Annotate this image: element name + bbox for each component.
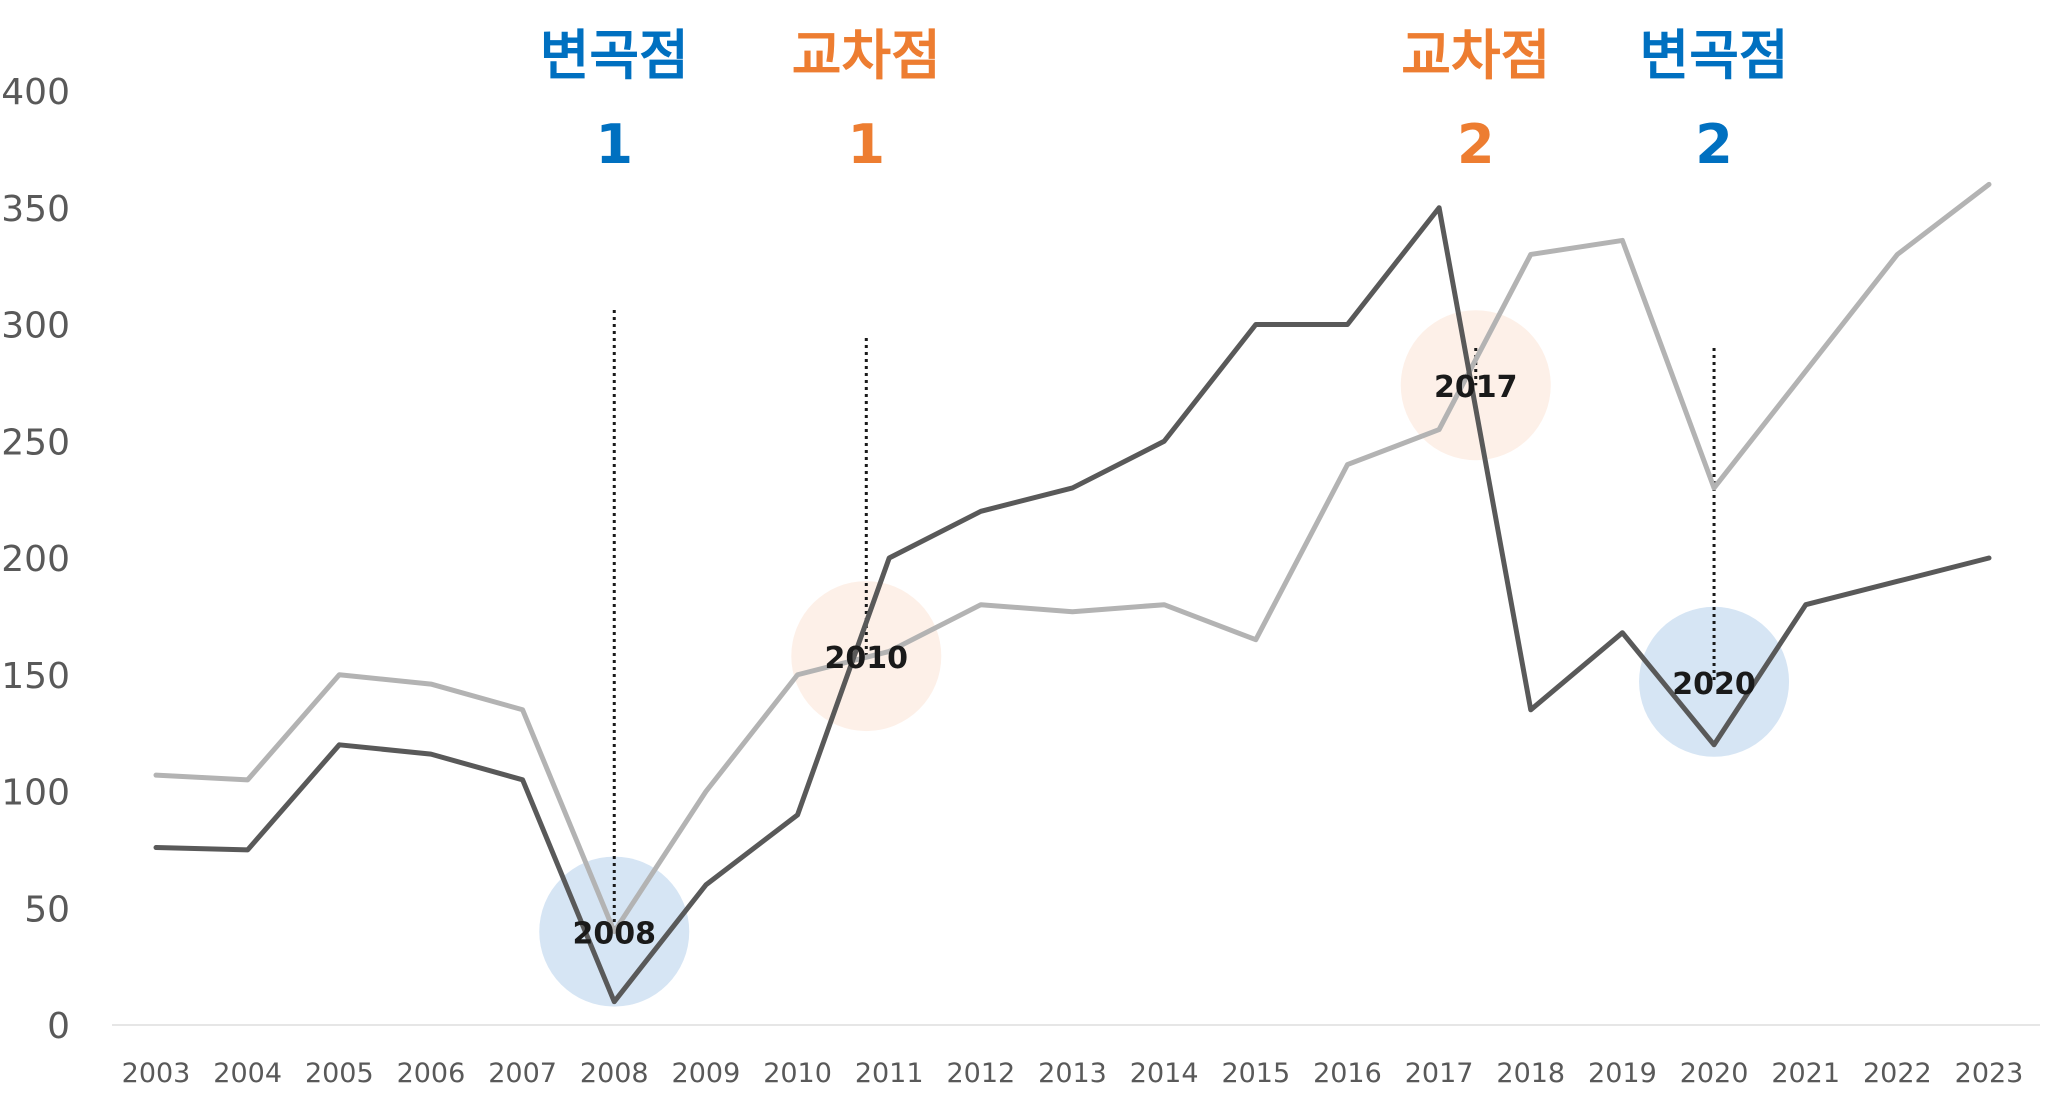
x-tick-label: 2023: [1955, 1058, 2024, 1089]
annotation-word: 변곡점: [1640, 24, 1789, 87]
circle-label-2010: 2010: [825, 641, 909, 676]
y-axis-tick-labels: 0 50 100 150 200 250 300 350 400: [1, 72, 70, 1047]
x-tick-label: 2012: [946, 1058, 1015, 1089]
x-tick-label: 2004: [213, 1058, 282, 1089]
x-tick-label: 2017: [1405, 1058, 1474, 1089]
series-lines: [153, 181, 1992, 1005]
x-tick-label: 2006: [397, 1058, 466, 1089]
series-line-1: [153, 181, 1992, 935]
x-tick-label: 2010: [763, 1058, 832, 1089]
y-tick-label: 350: [1, 189, 70, 230]
x-tick-label: 2016: [1313, 1058, 1382, 1089]
x-tick-label: 2013: [1038, 1058, 1107, 1089]
x-tick-label: 2009: [672, 1058, 741, 1089]
highlight-circles: [539, 310, 1790, 1007]
y-tick-label: 100: [1, 773, 70, 814]
x-tick-label: 2018: [1496, 1058, 1565, 1089]
x-tick-label: 2008: [580, 1058, 649, 1089]
x-tick-label: 2011: [855, 1058, 924, 1089]
x-tick-label: 2005: [305, 1058, 374, 1089]
annotation-number: 1: [595, 113, 633, 176]
annotation-number: 2: [1695, 113, 1733, 176]
circle-label-2017: 2017: [1434, 370, 1518, 405]
x-tick-label: 2003: [122, 1058, 191, 1089]
x-tick-label: 2022: [1863, 1058, 1932, 1089]
y-tick-label: 400: [1, 72, 70, 113]
highlight-circle-labels: 2008 2010 2017 2020: [573, 370, 1756, 951]
y-tick-label: 50: [24, 889, 70, 930]
circle-label-2020: 2020: [1672, 667, 1756, 702]
x-tick-label: 2021: [1771, 1058, 1840, 1089]
x-tick-label: 2015: [1221, 1058, 1290, 1089]
y-tick-label: 150: [1, 656, 70, 697]
x-tick-label: 2014: [1130, 1058, 1199, 1089]
annotation-titles: 변곡점 1 교차점 1 교차점 2 변곡점 2: [540, 24, 1789, 176]
annotation-word: 교차점: [1401, 24, 1550, 87]
annotation-number: 2: [1457, 113, 1495, 176]
y-tick-label: 200: [1, 539, 70, 580]
annotation-dotted-lines: [612, 310, 1716, 932]
y-tick-label: 0: [47, 1006, 70, 1047]
annotation-word: 교차점: [792, 24, 941, 87]
x-tick-label: 2019: [1588, 1058, 1657, 1089]
series-line-2: [153, 205, 1992, 1005]
y-tick-label: 250: [1, 422, 70, 463]
annotation-number: 1: [847, 113, 885, 176]
circle-label-2008: 2008: [573, 917, 657, 952]
x-tick-label: 2020: [1680, 1058, 1749, 1089]
y-tick-label: 300: [1, 306, 70, 347]
highlight-circle-2020: [1639, 606, 1790, 757]
x-tick-label: 2007: [488, 1058, 557, 1089]
x-axis-tick-labels: 2003 2004 2005 2006 2007 2008 2009 2010 2011 2012…: [122, 1058, 2024, 1089]
annotation-word: 변곡점: [540, 24, 689, 87]
